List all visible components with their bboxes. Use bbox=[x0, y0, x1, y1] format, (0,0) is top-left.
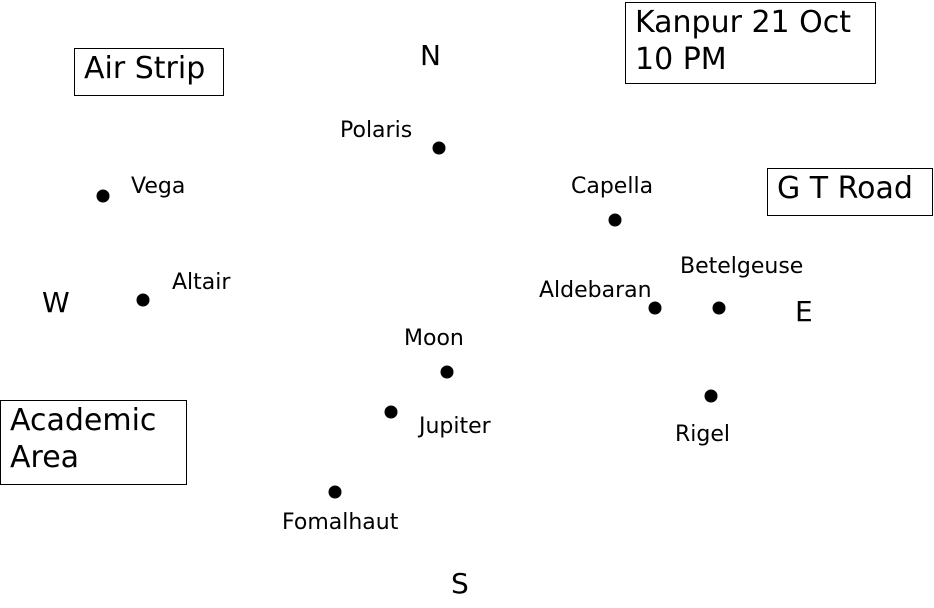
jupiter-dot bbox=[384, 405, 398, 419]
vega-label: Vega bbox=[131, 174, 186, 199]
rigel-dot bbox=[704, 389, 718, 403]
aldebaran-dot bbox=[648, 301, 662, 315]
academic-line-1: Academic bbox=[10, 403, 157, 438]
gt-road-box: G T Road bbox=[767, 168, 933, 216]
academic-area-box: Academic Area bbox=[0, 400, 187, 485]
betelgeuse-label: Betelgeuse bbox=[680, 254, 804, 279]
title-line-2: 10 PM bbox=[635, 41, 727, 77]
title-box: Kanpur 21 Oct 10 PM bbox=[625, 2, 876, 84]
direction-east: E bbox=[795, 295, 813, 328]
direction-south: S bbox=[451, 567, 469, 600]
altair-label: Altair bbox=[172, 270, 231, 295]
betelgeuse-dot bbox=[712, 301, 726, 315]
altair-dot bbox=[136, 293, 150, 307]
fomalhaut-label: Fomalhaut bbox=[282, 510, 399, 535]
air-strip-label: Air Strip bbox=[84, 51, 206, 86]
aldebaran-label: Aldebaran bbox=[539, 278, 652, 303]
title-line-1: Kanpur 21 Oct bbox=[635, 5, 852, 40]
academic-line-2: Area bbox=[10, 439, 80, 475]
jupiter-label: Jupiter bbox=[419, 414, 491, 439]
polaris-label: Polaris bbox=[340, 118, 413, 143]
polaris-dot bbox=[432, 141, 446, 155]
fomalhaut-dot bbox=[328, 485, 342, 499]
direction-west: W bbox=[42, 286, 70, 319]
air-strip-box: Air Strip bbox=[74, 48, 224, 96]
moon-dot bbox=[440, 365, 454, 379]
vega-dot bbox=[96, 189, 110, 203]
moon-label: Moon bbox=[404, 326, 464, 351]
gt-road-label: G T Road bbox=[777, 171, 913, 206]
capella-dot bbox=[608, 213, 622, 227]
rigel-label: Rigel bbox=[675, 422, 731, 447]
capella-label: Capella bbox=[571, 174, 654, 199]
direction-north: N bbox=[420, 39, 441, 72]
